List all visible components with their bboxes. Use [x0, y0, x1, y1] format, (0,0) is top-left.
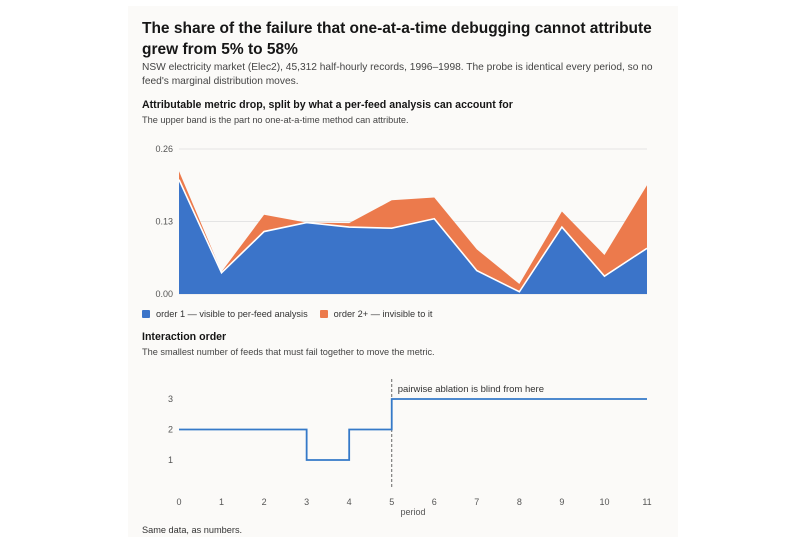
footer-note: Same data, as numbers.: [142, 525, 243, 535]
x-tick-label: 6: [432, 497, 437, 507]
x-tick-label: 1: [219, 497, 224, 507]
x-tick-label: 11: [642, 497, 651, 507]
area-series-boundary: [178, 179, 648, 293]
x-axis-label: period: [400, 507, 425, 517]
y-tick-label: 2: [168, 425, 173, 435]
legend-swatch-order1: [142, 310, 150, 318]
page-title: The share of the failure that one-at-a-t…: [142, 20, 652, 58]
x-tick-label: 7: [474, 497, 479, 507]
legend-label-order1: order 1 — visible to per-feed analysis: [156, 309, 308, 319]
x-tick-label: 5: [389, 497, 394, 507]
y-tick-label: 0.00: [155, 289, 173, 299]
x-tick-label: 3: [304, 497, 309, 507]
x-tick-label: 9: [559, 497, 564, 507]
x-tick-label: 2: [262, 497, 267, 507]
step-chart-title: Interaction order: [142, 331, 227, 343]
x-tick-label: 0: [176, 497, 181, 507]
y-tick-label: 0.26: [155, 144, 173, 154]
area-chart-legend: order 1 — visible to per-feed analysis o…: [142, 309, 444, 319]
annotation-label: pairwise ablation is blind from here: [398, 384, 544, 395]
x-tick-label: 10: [599, 497, 609, 507]
step-chart-subtitle: The smallest number of feeds that must f…: [142, 347, 435, 357]
legend-label-order2: order 2+ — invisible to it: [333, 309, 433, 319]
legend-swatch-order2: [319, 310, 328, 318]
y-tick-label: 3: [168, 394, 173, 404]
area-series-order1: [179, 179, 647, 294]
area-series-order2: [179, 171, 647, 292]
legend-item-order1: order 1 — visible to per-feed analysis: [142, 309, 308, 319]
x-tick-label: 8: [517, 497, 522, 507]
y-tick-label: 1: [168, 455, 173, 465]
page-subtitle: NSW electricity market (Elec2), 45,312 h…: [142, 62, 653, 87]
area-chart-title: Attributable metric drop, split by what …: [142, 99, 513, 111]
legend-item-order2: order 2+ — invisible to it: [319, 309, 433, 319]
y-tick-label: 0.13: [155, 217, 173, 227]
step-series-line: [179, 398, 647, 461]
area-chart-subtitle: The upper band is the part no one-at-a-t…: [142, 115, 409, 125]
x-tick-label: 4: [347, 497, 352, 507]
